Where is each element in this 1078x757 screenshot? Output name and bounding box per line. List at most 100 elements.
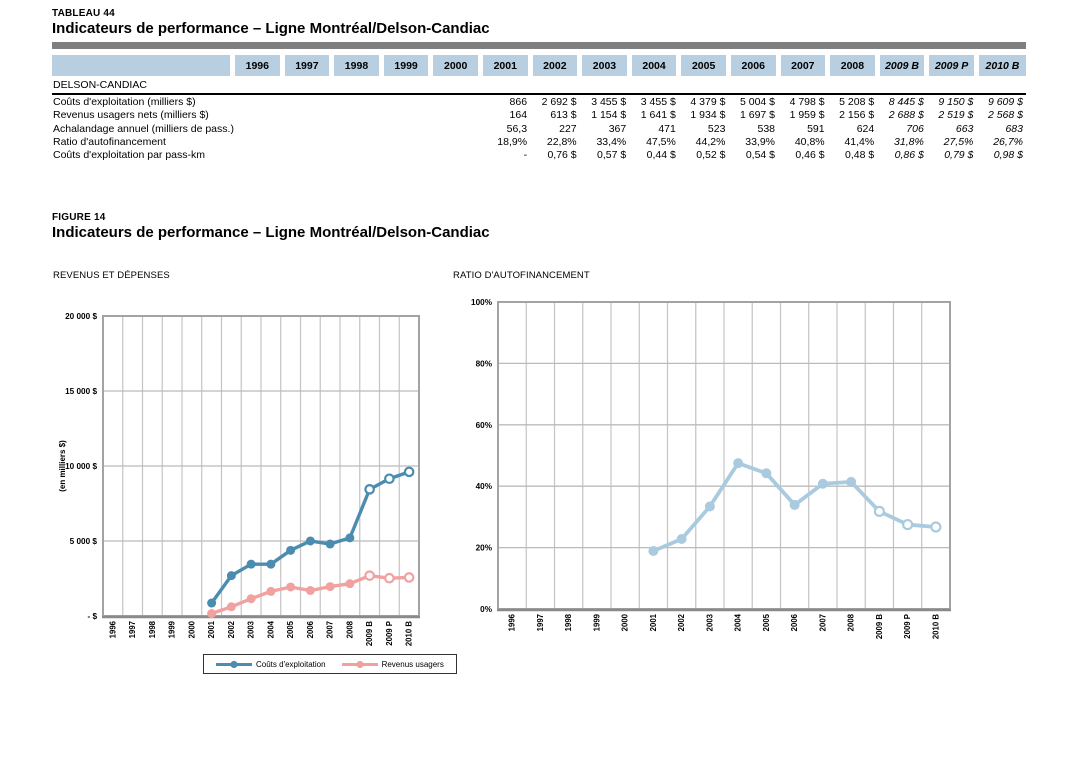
- data-point-marker-projected: [364, 570, 375, 581]
- table-cell: 523: [707, 122, 726, 135]
- data-point-marker: [676, 534, 687, 545]
- data-point-marker: [246, 559, 256, 569]
- table-cell: 47,5%: [646, 135, 676, 148]
- table-cell: 5 208 $: [839, 96, 875, 109]
- x-axis-label: 1999: [592, 613, 601, 631]
- data-point-marker: [325, 539, 335, 549]
- year-header-cell: 2009 B: [874, 55, 927, 76]
- section-label: DELSON-CANDIAC: [52, 76, 1026, 95]
- table-cell: 663: [955, 122, 974, 135]
- data-point-marker: [207, 609, 217, 619]
- x-axis-label: 2008: [847, 613, 856, 631]
- table-cell: [233, 148, 283, 161]
- table-cell: 1 641 $: [640, 109, 676, 122]
- y-axis-tick-label: 10 000 $: [65, 462, 97, 471]
- table-cell: [332, 135, 382, 148]
- row-label: Coûts d'exploitation (milliers $): [53, 96, 196, 109]
- table-cell: 227: [559, 122, 577, 135]
- table-cell: [431, 121, 481, 134]
- table-cell: 4 379 $: [690, 96, 726, 109]
- table-cell: 706: [906, 122, 924, 135]
- data-point-marker: [305, 536, 315, 546]
- performance-table: 1996 1997 1998 1999 2000 2001 2002 2003 2004 2005…: [52, 55, 1026, 161]
- table-row: Coûts d'exploitation par pass-km - 0,76 $ 0…: [52, 148, 1026, 161]
- table-cell: 8 445 $: [888, 96, 924, 109]
- table-cell: [282, 94, 332, 108]
- table-cell: 0,48 $: [845, 148, 875, 161]
- year-header-cell: 2000: [428, 55, 481, 76]
- data-point-marker: [846, 476, 857, 487]
- table-cell: 624: [856, 122, 875, 135]
- year-header-cell: 2004: [626, 55, 679, 76]
- x-axis-label: 1999: [168, 620, 177, 638]
- y-axis-tick-label: - $: [87, 612, 97, 621]
- table-corner-cell: [52, 55, 233, 76]
- x-axis-label: 2005: [762, 613, 771, 631]
- table-cell: 613 $: [550, 109, 577, 122]
- table-cell: [233, 121, 283, 134]
- x-axis-label: 2009 P: [903, 614, 912, 639]
- table-cell: 164: [509, 109, 528, 122]
- table-cell: 2 519 $: [938, 109, 974, 122]
- data-point-marker-projected: [873, 505, 885, 517]
- table-cell: 538: [757, 122, 776, 135]
- revenues-expenses-chart: REVENUS ET DÉPENSES - $ 5 000 $ 10 000 $ 15…: [53, 270, 457, 695]
- right-chart-plot: 0% 20% 40% 60% 80% 100% 1996 1997 1998 1999 2000 20…: [471, 298, 951, 640]
- data-point-marker: [733, 458, 744, 469]
- table-cell: [282, 148, 332, 161]
- table-cell: 1 154 $: [591, 109, 627, 122]
- data-point-marker: [761, 468, 772, 479]
- year-header-cell: 2003: [577, 55, 630, 76]
- table-cell: [431, 148, 481, 161]
- table-row: Ratio d'autofinancement 18,9% 22,8% 33,4% 47…: [52, 135, 1026, 148]
- x-axis-label: 2007: [818, 614, 827, 631]
- table-cell: [282, 121, 332, 134]
- table-cell: 18,9%: [497, 135, 528, 148]
- x-axis-label: 2002: [227, 620, 236, 638]
- y-axis-tick-label: 15 000 $: [65, 387, 97, 396]
- y-axis-tick-label: 20 000 $: [65, 312, 97, 321]
- table-cell: 2 692 $: [541, 96, 577, 109]
- x-axis-label: 1997: [536, 614, 545, 631]
- x-axis-label: 2001: [649, 613, 658, 631]
- table-cell: 33,9%: [745, 135, 776, 148]
- y-axis-tick-label: 60%: [476, 421, 493, 430]
- table-cell: [381, 108, 431, 121]
- year-header-cell: 2006: [725, 55, 779, 76]
- year-header-cell: 1999: [378, 55, 431, 76]
- table-cell: 5 004 $: [739, 96, 776, 109]
- legend-marker: [355, 660, 364, 668]
- table-cell: 0,86 $: [894, 148, 924, 161]
- table-cell: 471: [658, 122, 676, 135]
- data-point-marker: [207, 598, 217, 608]
- year-header-cell: 2002: [527, 55, 580, 76]
- table-row: Revenus usagers nets (milliers $) 164 613 …: [52, 108, 1026, 121]
- table-cell: 27,5%: [943, 135, 974, 148]
- table-cell: 40,8%: [794, 135, 825, 148]
- table-cell: 33,4%: [596, 135, 627, 148]
- table-cell: 44,2%: [695, 135, 726, 148]
- legend-marker: [230, 660, 238, 668]
- table-cell: 2 568 $: [987, 109, 1023, 122]
- table-cell: 3 455 $: [640, 96, 676, 109]
- table-cell: 1 959 $: [789, 109, 825, 122]
- year-header-cell: 1996: [230, 55, 283, 76]
- y-axis-tick-label: 0%: [480, 605, 493, 614]
- x-axis-label: 2008: [345, 620, 354, 638]
- performance-table-body: DELSON-CANDIAC Coûts d'exploitation (mill…: [52, 76, 1026, 161]
- data-point-marker: [226, 571, 236, 581]
- table-cell: 4 798 $: [789, 96, 825, 109]
- year-header-cell: 2010 B: [973, 55, 1026, 76]
- table-eyebrow: TABLEAU 44: [52, 8, 115, 19]
- x-axis-label: 2009 B: [875, 614, 884, 640]
- table-cell: [282, 135, 332, 148]
- data-point-marker: [345, 579, 355, 589]
- x-axis-label: 2009 P: [385, 621, 394, 646]
- table-title: Indicateurs de performance – Ligne Montr…: [52, 20, 490, 37]
- table-row: Achalandage annuel (milliers de pass.) 56…: [52, 121, 1026, 135]
- table-cell: [431, 108, 481, 121]
- y-axis-tick-label: 40%: [476, 482, 493, 491]
- x-axis-label: 1998: [564, 613, 573, 631]
- table-cell: 1 697 $: [739, 109, 776, 122]
- x-axis-label: 2004: [734, 613, 743, 631]
